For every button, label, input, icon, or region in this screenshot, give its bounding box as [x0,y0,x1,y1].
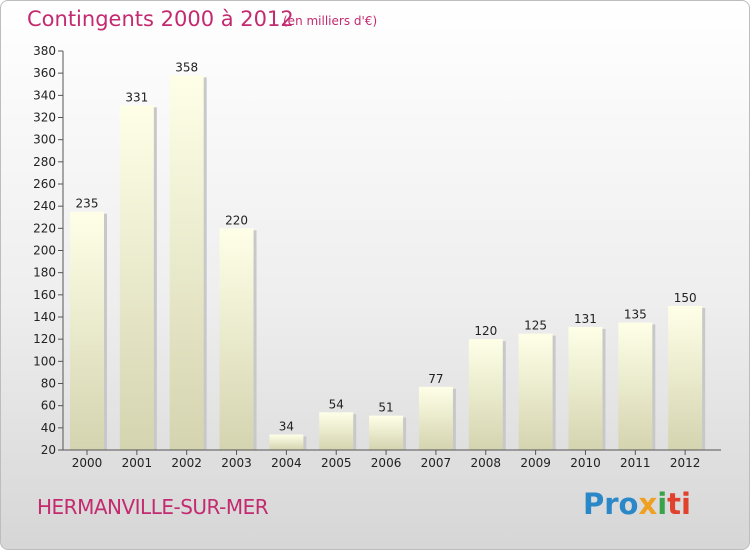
y-tick-label: 260 [33,177,56,191]
x-tick-label-2010: 2010 [570,456,601,470]
x-tick-label-2007: 2007 [421,456,452,470]
y-tick-label: 160 [33,288,56,302]
data-label-2012: 150 [674,291,697,305]
chart-title: Contingents 2000 à 2012 [27,7,294,31]
y-tick-label: 300 [33,133,56,147]
data-label-2005: 54 [329,397,344,411]
y-tick-label: 140 [33,310,56,324]
data-label-2011: 135 [624,308,647,322]
y-tick-label: 340 [33,88,56,102]
bar-2006 [369,415,404,450]
data-label-2000: 235 [76,197,99,211]
bar-2009 [518,333,553,450]
bar-2011 [618,322,653,450]
x-tick-label-2006: 2006 [371,456,402,470]
y-tick-label: 180 [33,266,56,280]
x-tick-label-2000: 2000 [72,456,103,470]
y-tick-label: 20 [41,443,56,457]
bar-2010 [568,326,603,450]
y-tick-label: 60 [41,399,56,413]
y-tick-label: 40 [41,421,56,435]
data-label-2006: 51 [378,401,393,415]
y-tick-label: 80 [41,377,56,391]
bar-2005 [319,412,354,450]
bars: 235 331 358 220 34 54 51 77 120 125 131 135 150 [70,60,706,450]
logo-part-4: ti [667,487,691,521]
x-tick-label-2009: 2009 [520,456,551,470]
bar-2001 [119,105,154,450]
x-tick-label-2005: 2005 [321,456,352,470]
y-tick-label: 360 [33,66,56,80]
data-label-2004: 34 [279,419,294,433]
bar-2004 [269,434,304,450]
bar-2012 [668,305,703,450]
data-label-2008: 120 [474,324,497,338]
data-label-2003: 220 [225,213,248,227]
y-tick-label: 200 [33,244,56,258]
y-tick-label: 120 [33,332,56,346]
bar-2003 [219,228,254,450]
y-tick-label: 240 [33,199,56,213]
y-tick-label: 380 [33,44,56,58]
data-label-2001: 331 [125,90,148,104]
y-tick-label: 280 [33,155,56,169]
y-tick-label: 320 [33,111,56,125]
x-tick-label-2012: 2012 [670,456,701,470]
data-label-2010: 131 [574,312,597,326]
bar-2007 [418,386,453,450]
x-tick-label-2002: 2002 [171,456,202,470]
y-axis: 20 40 60 80 100 120 140 160 180 200 220 240 260 280 30… [33,44,64,457]
x-axis: 2000 2001 2002 2003 2004 2005 2006 2007 2008 2009… [63,449,721,470]
data-label-2007: 77 [428,372,443,386]
x-tick-label-2011: 2011 [620,456,651,470]
chart-subtitle: (en milliers d'€) [283,14,378,28]
proxiti-logo: Proxiti [583,487,691,521]
y-tick-label: 100 [33,354,56,368]
bar-2008 [468,339,503,450]
y-tick-label: 220 [33,221,56,235]
x-tick-label-2001: 2001 [122,456,153,470]
x-tick-label-2008: 2008 [470,456,501,470]
x-tick-label-2004: 2004 [271,456,302,470]
logo-part-3: i [657,487,668,521]
bar-2000 [70,211,104,450]
data-label-2002: 358 [175,60,198,74]
x-tick-label-2003: 2003 [221,456,252,470]
logo-part-2: x [638,487,658,521]
data-label-2009: 125 [524,319,547,333]
location-name: HERMANVILLE-SUR-MER [37,495,269,519]
bar-2002 [169,75,204,450]
logo-part-1: Pro [583,487,639,521]
